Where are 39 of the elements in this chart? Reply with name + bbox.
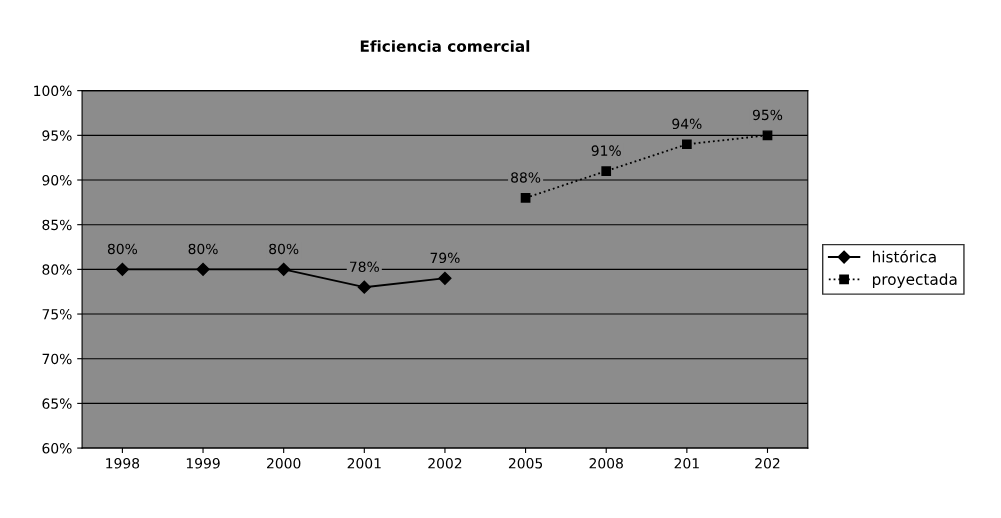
x-tick-label: 1999 [186, 458, 220, 469]
point [438, 271, 452, 285]
point [681, 139, 692, 150]
point [601, 166, 612, 176]
y-tick-label: 70% [42, 353, 72, 365]
point [196, 262, 210, 276]
x-tick-label: 2005 [508, 458, 543, 469]
point [357, 280, 371, 294]
point [277, 262, 291, 276]
legend-label: histórica [872, 250, 936, 263]
point [762, 130, 773, 141]
x-tick-label: 202 [755, 458, 780, 469]
x-tick-label: 2000 [267, 458, 301, 469]
data-label: 91% [591, 145, 621, 156]
legend-label: proyectada [872, 273, 957, 288]
data-label: 79% [430, 252, 460, 264]
y-tick-label: 80% [42, 264, 72, 275]
y-tick-label: 60% [42, 443, 72, 454]
x-tick-label: 201 [674, 458, 699, 469]
x-tick-label: 2001 [347, 458, 381, 469]
x-tick-label: 2002 [428, 458, 462, 469]
data-label: 78% [350, 261, 379, 273]
y-tick-label: 95% [42, 130, 72, 141]
data-label: 95% [752, 109, 783, 121]
data-label: 94% [672, 118, 702, 130]
data-label: 80% [269, 243, 299, 255]
y-tick-label: 100% [34, 85, 72, 97]
x-tick-label: 2008 [589, 458, 623, 469]
data-label: 88% [511, 172, 541, 183]
point [115, 262, 129, 276]
y-tick-label: 85% [42, 219, 72, 231]
data-label: 80% [107, 243, 138, 255]
y-tick-label: 90% [42, 174, 72, 186]
point [520, 193, 531, 203]
y-tick-label: 75% [42, 309, 72, 320]
x-tick-label: 1998 [106, 458, 140, 469]
data-label: 80% [188, 243, 218, 255]
y-tick-label: 65% [42, 398, 72, 409]
chart-title: Eficiencia comercial [360, 40, 530, 52]
